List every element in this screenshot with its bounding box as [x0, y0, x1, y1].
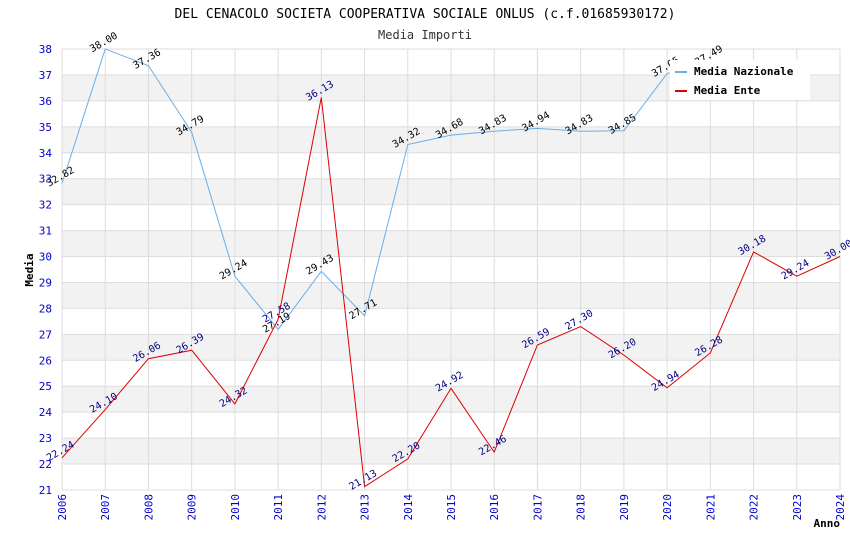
x-tick-label: 2013 — [359, 494, 372, 521]
x-tick-label: 2017 — [531, 494, 544, 521]
x-tick-label: 2015 — [445, 494, 458, 521]
x-tick-label: 2009 — [186, 494, 199, 521]
x-tick-label: 2024 — [834, 494, 847, 521]
legend-box — [670, 60, 810, 100]
y-tick-label: 27 — [39, 328, 52, 341]
legend-label-media-ente: Media Ente — [694, 84, 761, 97]
y-tick-label: 28 — [39, 302, 52, 315]
x-tick-label: 2022 — [748, 494, 761, 521]
x-tick-label: 2007 — [99, 494, 112, 521]
x-tick-label: 2012 — [315, 494, 328, 521]
legend-label-media-nazionale: Media Nazionale — [694, 65, 794, 78]
y-axis-ticks: 21 22 23 24 25 26 27 28 29 30 31 32 33 34 35 36 37 38 — [39, 43, 53, 497]
y-tick-label: 33 — [39, 173, 52, 186]
y-tick-label: 25 — [39, 380, 52, 393]
x-tick-label: 2023 — [791, 494, 804, 521]
y-tick-label: 26 — [39, 354, 52, 367]
x-tick-label: 2021 — [704, 494, 717, 521]
y-tick-label: 36 — [39, 95, 52, 108]
series-lines — [61, 48, 841, 488]
legend: Media Nazionale Media Ente — [670, 60, 810, 100]
y-tick-label: 32 — [39, 199, 52, 212]
y-tick-label: 31 — [39, 225, 52, 238]
y-tick-label: 38 — [39, 43, 52, 56]
y-tick-label: 21 — [39, 484, 52, 497]
x-tick-label: 2010 — [229, 494, 242, 521]
x-tick-label: 2018 — [575, 494, 588, 521]
x-tick-label: 2019 — [618, 494, 631, 521]
x-tick-label: 2006 — [56, 494, 69, 521]
y-tick-label: 23 — [39, 432, 52, 445]
x-tick-label: 2016 — [488, 494, 501, 521]
chart-title: DEL CENACOLO SOCIETA COOPERATIVA SOCIALE… — [175, 7, 676, 22]
y-tick-label: 30 — [39, 251, 52, 264]
x-tick-label: 2011 — [272, 494, 285, 521]
y-tick-label: 22 — [39, 458, 52, 471]
y-axis-title: Media — [23, 253, 36, 286]
x-tick-label: 2008 — [142, 494, 155, 521]
chart-subtitle: Media Importi — [378, 28, 472, 42]
series-line-media-ente — [61, 97, 841, 488]
x-tick-label: 2014 — [402, 494, 415, 521]
y-tick-label: 34 — [39, 147, 53, 160]
series-line-media-nazionale — [61, 48, 711, 331]
grid-lines — [61, 48, 841, 491]
y-tick-label: 37 — [39, 69, 52, 82]
y-tick-label: 35 — [39, 121, 52, 134]
y-tick-label: 24 — [39, 406, 53, 419]
x-axis-ticks: 2006 2007 2008 2009 2010 2011 2012 2013 2014 2015… — [56, 494, 847, 521]
x-tick-label: 2020 — [661, 494, 674, 521]
y-tick-label: 29 — [39, 276, 52, 289]
x-axis-title: Anno — [814, 517, 841, 530]
